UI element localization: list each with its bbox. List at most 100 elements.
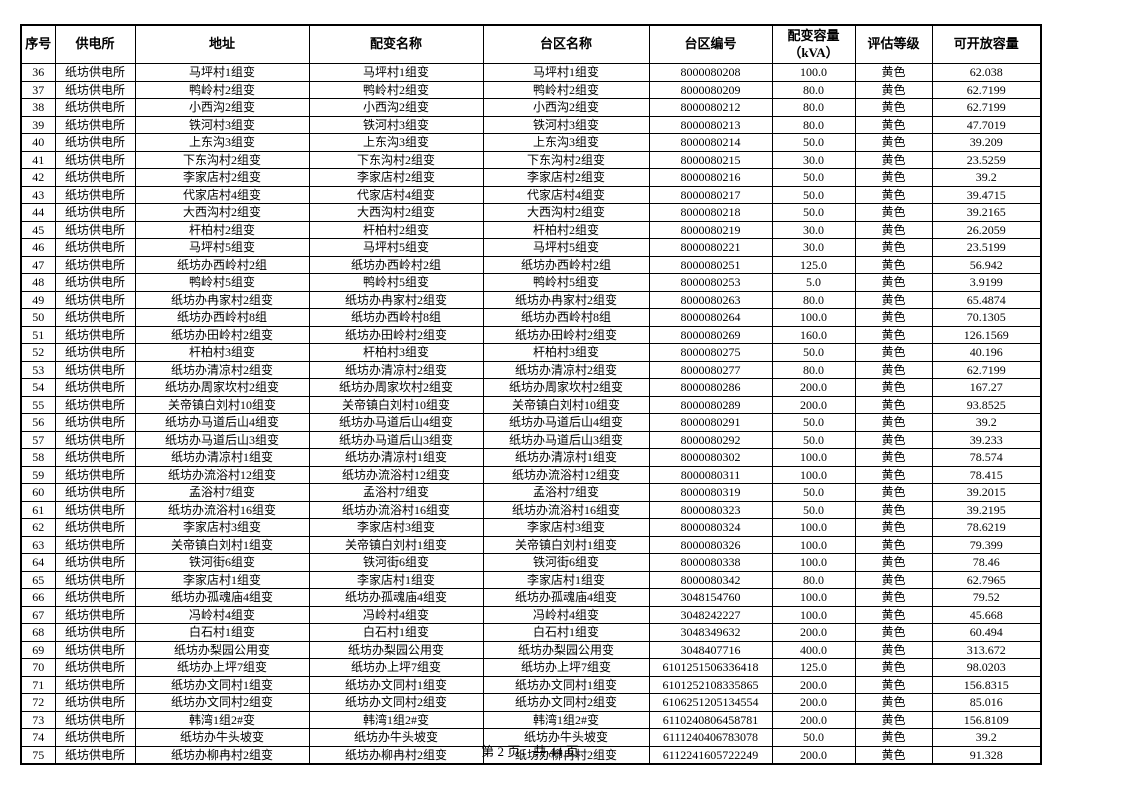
cell-open-capacity: 93.8525 <box>931 395 1042 414</box>
cell-transformer-name: 纸坊办流浴村16组变 <box>308 500 484 519</box>
cell-transformer-name: 纸坊办马道后山4组变 <box>308 413 484 432</box>
col-header-address: 地址 <box>134 24 310 64</box>
cell-power-station: 纸坊供电所 <box>54 115 136 134</box>
cell-power-station: 纸坊供电所 <box>54 360 136 379</box>
cell-transformer-name: 孟浴村7组变 <box>308 483 484 502</box>
cell-rating: 黄色 <box>854 693 933 712</box>
cell-transformer-name: 纸坊办冉家村2组变 <box>308 290 484 309</box>
cell-serial-no: 67 <box>20 605 56 624</box>
cell-transformer-name: 纸坊办上坪7组变 <box>308 658 484 677</box>
cell-power-station: 纸坊供电所 <box>54 203 136 222</box>
cell-address: 孟浴村7组变 <box>134 483 310 502</box>
cell-serial-no: 49 <box>20 290 56 309</box>
cell-address: 李家店村1组变 <box>134 570 310 589</box>
cell-area-name: 鸭岭村5组变 <box>482 273 650 292</box>
cell-power-station: 纸坊供电所 <box>54 605 136 624</box>
cell-power-station: 纸坊供电所 <box>54 623 136 642</box>
cell-area-name: 纸坊办梨园公用变 <box>482 640 650 659</box>
cell-address: 杆柏村3组变 <box>134 343 310 362</box>
cell-serial-no: 43 <box>20 185 56 204</box>
table-row: 44 纸坊供电所 大西沟村2组变 大西沟村2组变 大西沟村2组变 8000080218 50… <box>20 203 1042 222</box>
cell-capacity-kva: 50.0 <box>771 203 856 222</box>
cell-area-name: 杆柏村2组变 <box>482 220 650 239</box>
cell-area-id: 8000080323 <box>648 500 773 519</box>
cell-address: 纸坊办清凉村2组变 <box>134 360 310 379</box>
cell-serial-no: 69 <box>20 640 56 659</box>
cell-rating: 黄色 <box>854 115 933 134</box>
cell-power-station: 纸坊供电所 <box>54 465 136 484</box>
col-header-capacity-kva: 配变容量 （kVA） <box>771 24 856 64</box>
cell-capacity-kva: 50.0 <box>771 430 856 449</box>
cell-rating: 黄色 <box>854 710 933 729</box>
cell-power-station: 纸坊供电所 <box>54 220 136 239</box>
cell-capacity-kva: 100.0 <box>771 465 856 484</box>
cell-address: 鸭岭村2组变 <box>134 80 310 99</box>
cell-power-station: 纸坊供电所 <box>54 430 136 449</box>
cell-capacity-kva: 80.0 <box>771 98 856 117</box>
cell-rating: 黄色 <box>854 518 933 537</box>
cell-capacity-kva: 200.0 <box>771 693 856 712</box>
cell-open-capacity: 60.494 <box>931 623 1042 642</box>
cell-address: 关帝镇白刘村1组变 <box>134 535 310 554</box>
cell-capacity-kva: 50.0 <box>771 133 856 152</box>
cell-serial-no: 63 <box>20 535 56 554</box>
cell-rating: 黄色 <box>854 360 933 379</box>
cell-serial-no: 75 <box>20 745 56 765</box>
cell-rating: 黄色 <box>854 605 933 624</box>
cell-area-name: 代家店村4组变 <box>482 185 650 204</box>
cell-capacity-kva: 80.0 <box>771 290 856 309</box>
cell-area-name: 铁河街6组变 <box>482 553 650 572</box>
cell-power-station: 纸坊供电所 <box>54 448 136 467</box>
cell-address: 大西沟村2组变 <box>134 203 310 222</box>
cell-capacity-kva: 30.0 <box>771 150 856 169</box>
cell-address: 李家店村3组变 <box>134 518 310 537</box>
cell-transformer-name: 鸭岭村2组变 <box>308 80 484 99</box>
cell-area-name: 纸坊办孤魂庙4组变 <box>482 588 650 607</box>
cell-open-capacity: 39.2165 <box>931 203 1042 222</box>
cell-serial-no: 44 <box>20 203 56 222</box>
cell-area-name: 纸坊办西岭村2组 <box>482 255 650 274</box>
cell-rating: 黄色 <box>854 535 933 554</box>
cell-capacity-kva: 100.0 <box>771 553 856 572</box>
table-row: 37 纸坊供电所 鸭岭村2组变 鸭岭村2组变 鸭岭村2组变 8000080209 80.0 黄… <box>20 80 1042 99</box>
cell-power-station: 纸坊供电所 <box>54 500 136 519</box>
cell-rating: 黄色 <box>854 63 933 82</box>
cell-capacity-kva: 30.0 <box>771 238 856 257</box>
cell-area-id: 8000080291 <box>648 413 773 432</box>
table-row: 73 纸坊供电所 韩湾1组2#变 韩湾1组2#变 韩湾1组2#变 611024080645… <box>20 710 1042 729</box>
cell-address: 纸坊办清凉村1组变 <box>134 448 310 467</box>
table-header-row: 序号 供电所 地址 配变名称 台区名称 台区编号 配变容量 （kVA） 评估等级… <box>20 24 1042 64</box>
cell-transformer-name: 杆柏村3组变 <box>308 343 484 362</box>
cell-area-id: 6106251205134554 <box>648 693 773 712</box>
cell-power-station: 纸坊供电所 <box>54 640 136 659</box>
cell-address: 鸭岭村5组变 <box>134 273 310 292</box>
table-row: 60 纸坊供电所 孟浴村7组变 孟浴村7组变 孟浴村7组变 8000080319 50.0 黄… <box>20 483 1042 502</box>
cell-open-capacity: 45.668 <box>931 605 1042 624</box>
cell-address: 纸坊办西岭村8组 <box>134 308 310 327</box>
cell-serial-no: 36 <box>20 63 56 82</box>
cell-area-id: 3048242227 <box>648 605 773 624</box>
table-row: 45 纸坊供电所 杆柏村2组变 杆柏村2组变 杆柏村2组变 8000080219 30.0 黄… <box>20 220 1042 239</box>
cell-area-id: 8000080289 <box>648 395 773 414</box>
cell-area-id: 8000080209 <box>648 80 773 99</box>
cell-address: 李家店村2组变 <box>134 168 310 187</box>
cell-serial-no: 71 <box>20 675 56 694</box>
table-row: 70 纸坊供电所 纸坊办上坪7组变 纸坊办上坪7组变 纸坊办上坪7组变 610125150… <box>20 658 1042 677</box>
cell-power-station: 纸坊供电所 <box>54 483 136 502</box>
cell-transformer-name: 杆柏村2组变 <box>308 220 484 239</box>
cell-rating: 黄色 <box>854 430 933 449</box>
cell-area-id: 8000080264 <box>648 308 773 327</box>
cell-area-name: 纸坊办清凉村1组变 <box>482 448 650 467</box>
cell-capacity-kva: 80.0 <box>771 360 856 379</box>
cell-power-station: 纸坊供电所 <box>54 273 136 292</box>
cell-power-station: 纸坊供电所 <box>54 710 136 729</box>
table-row: 41 纸坊供电所 下东沟村2组变 下东沟村2组变 下东沟村2组变 8000080215 30… <box>20 150 1042 169</box>
cell-area-id: 8000080275 <box>648 343 773 362</box>
cell-area-name: 纸坊办冉家村2组变 <box>482 290 650 309</box>
table-row: 47 纸坊供电所 纸坊办西岭村2组 纸坊办西岭村2组 纸坊办西岭村2组 800008025… <box>20 255 1042 274</box>
cell-serial-no: 37 <box>20 80 56 99</box>
cell-area-id: 8000080302 <box>648 448 773 467</box>
cell-serial-no: 70 <box>20 658 56 677</box>
cell-rating: 黄色 <box>854 273 933 292</box>
cell-open-capacity: 62.7199 <box>931 360 1042 379</box>
